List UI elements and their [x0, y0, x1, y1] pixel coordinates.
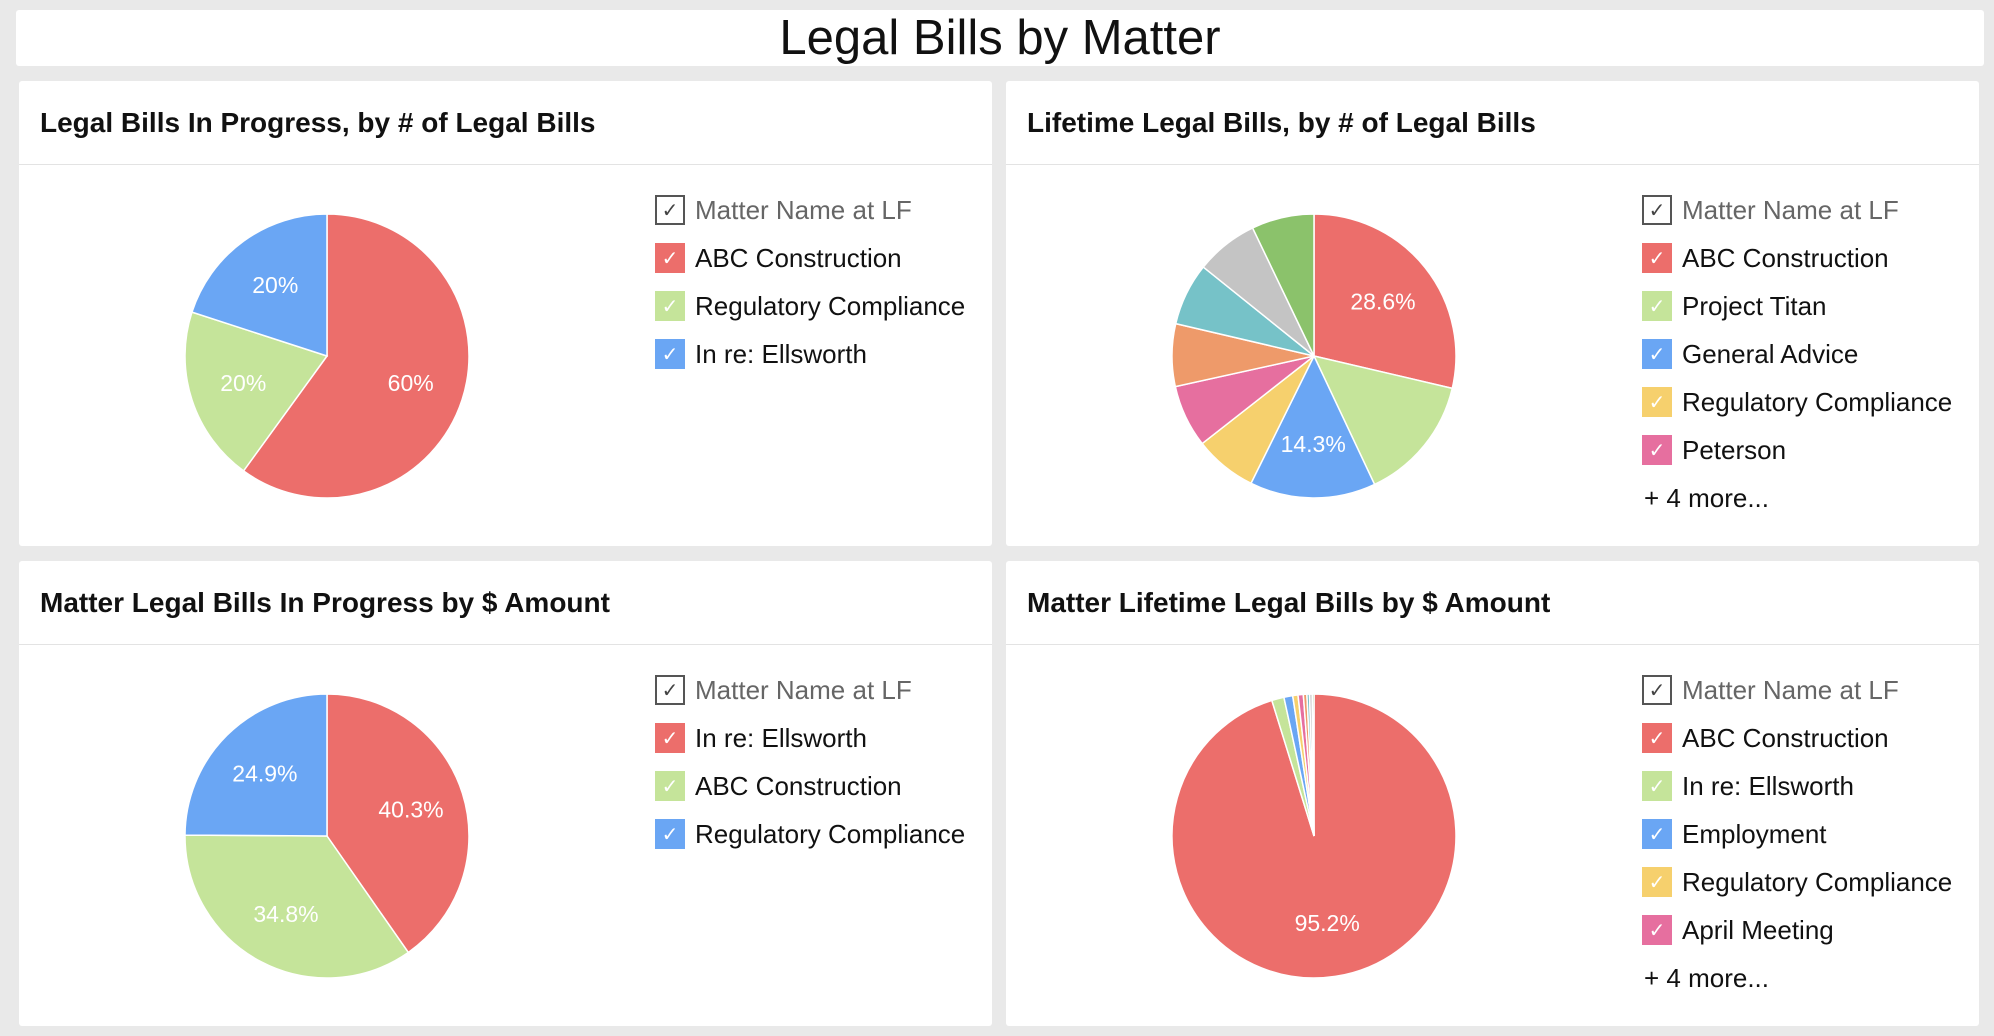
legend-item-in-re-ellsworth[interactable]: ✓ In re: Ellsworth	[1642, 762, 1952, 810]
legend-item-regulatory-compliance[interactable]: ✓ Regulatory Compliance	[1642, 378, 1952, 426]
legend-item-abc-construction[interactable]: ✓ ABC Construction	[1642, 234, 1952, 282]
checkbox-icon[interactable]: ✓	[1642, 387, 1672, 417]
legend-item-employment[interactable]: ✓ Employment	[1642, 810, 1952, 858]
slice-data-label: 24.9%	[232, 761, 297, 787]
checkbox-icon[interactable]: ✓	[655, 243, 685, 273]
legend-item-label: ABC Construction	[1682, 242, 1889, 273]
checkbox-icon[interactable]: ✓	[1642, 675, 1672, 705]
legend: ✓ Matter Name at LF ✓ ABC Construction ✓ Regu…	[655, 186, 965, 378]
legend-more-link[interactable]: + 4 more...	[1644, 962, 1769, 993]
checkbox-icon[interactable]: ✓	[1642, 819, 1672, 849]
legend-item-label: Regulatory Compliance	[1682, 386, 1953, 417]
legend-item-project-titan[interactable]: ✓ Project Titan	[1642, 282, 1952, 330]
legend-item-abc-construction[interactable]: ✓ ABC Construction	[655, 234, 965, 282]
panel-title: Matter Lifetime Legal Bills by $ Amount	[1006, 561, 1979, 645]
legend-item-abc-construction[interactable]: ✓ ABC Construction	[655, 762, 965, 810]
slice-data-label: 20%	[220, 370, 266, 396]
pie-slice-project-titan[interactable]	[1312, 354, 1454, 486]
slice-data-label: 14.3%	[1281, 431, 1346, 457]
legend-item-label: Employment	[1682, 818, 1827, 849]
legend-header[interactable]: ✓ Matter Name at LF	[1642, 666, 1952, 714]
panel-title: Lifetime Legal Bills, by # of Legal Bill…	[1006, 81, 1979, 165]
checkbox-icon[interactable]: ✓	[655, 195, 685, 225]
legend-item-regulatory-compliance[interactable]: ✓ Regulatory Compliance	[655, 282, 965, 330]
legend-header-label: Matter Name at LF	[1682, 674, 1899, 705]
legend-item-in-re-ellsworth[interactable]: ✓ In re: Ellsworth	[655, 714, 965, 762]
checkbox-icon[interactable]: ✓	[655, 771, 685, 801]
checkbox-icon[interactable]: ✓	[1642, 243, 1672, 273]
legend: ✓ Matter Name at LF ✓ ABC Construction ✓ Proj…	[1642, 186, 1952, 522]
legend-item-label: Project Titan	[1682, 290, 1827, 321]
pie-slice-regulatory-compliance[interactable]	[184, 311, 329, 472]
panel-in-progress-count: Legal Bills In Progress, by # of Legal B…	[19, 81, 992, 546]
legend-header-label: Matter Name at LF	[695, 674, 912, 705]
panel-title: Matter Legal Bills In Progress by $ Amou…	[19, 561, 992, 645]
legend-item-label: Peterson	[1682, 434, 1787, 465]
pie-chart: 60% 20% 20%	[184, 213, 470, 499]
pie-slice-abc-construction[interactable]	[242, 213, 470, 499]
legend-item-label: April Meeting	[1682, 914, 1834, 945]
panel-title: Legal Bills In Progress, by # of Legal B…	[19, 81, 992, 165]
checkbox-icon[interactable]: ✓	[655, 291, 685, 321]
checkbox-icon[interactable]: ✓	[1642, 339, 1672, 369]
pie-slice-other-4[interactable]	[1251, 213, 1315, 357]
legend-header-label: Matter Name at LF	[1682, 194, 1899, 225]
slice-data-label: 60%	[388, 370, 434, 396]
legend-item-peterson[interactable]: ✓ Peterson	[1642, 426, 1952, 474]
legend-item-general-advice[interactable]: ✓ General Advice	[1642, 330, 1952, 378]
legend-item-label: ABC Construction	[695, 770, 902, 801]
checkbox-icon[interactable]: ✓	[655, 723, 685, 753]
pie-chart: 28.6% 14.3%	[1171, 213, 1457, 499]
checkbox-icon[interactable]: ✓	[655, 339, 685, 369]
checkbox-icon[interactable]: ✓	[1642, 867, 1672, 897]
checkbox-icon[interactable]: ✓	[1642, 915, 1672, 945]
slice-data-label: 20%	[252, 272, 298, 298]
legend-header[interactable]: ✓ Matter Name at LF	[1642, 186, 1952, 234]
legend-item-regulatory-compliance[interactable]: ✓ Regulatory Compliance	[1642, 858, 1952, 906]
pie-slice-regulatory-compliance[interactable]	[184, 693, 328, 837]
legend-item-label: In re: Ellsworth	[695, 722, 867, 753]
pie-chart: 40.3% 34.8% 24.9%	[184, 693, 470, 979]
legend-item-label: Regulatory Compliance	[695, 290, 966, 321]
panel-lifetime-amount: Matter Lifetime Legal Bills by $ Amount …	[1006, 561, 1979, 1026]
checkbox-icon[interactable]: ✓	[1642, 291, 1672, 321]
legend-item-label: ABC Construction	[695, 242, 902, 273]
legend-header[interactable]: ✓ Matter Name at LF	[655, 666, 965, 714]
pie-chart: 95.2%	[1171, 693, 1457, 979]
legend-item-label: ABC Construction	[1682, 722, 1889, 753]
pie-slice-in-re-ellsworth[interactable]	[191, 213, 328, 358]
legend-item-label: In re: Ellsworth	[695, 338, 867, 369]
legend-header[interactable]: ✓ Matter Name at LF	[655, 186, 965, 234]
legend-item-label: Regulatory Compliance	[1682, 866, 1953, 897]
legend-item-april-meeting[interactable]: ✓ April Meeting	[1642, 906, 1952, 954]
pie-slice-abc-construction[interactable]	[1313, 213, 1457, 390]
checkbox-icon[interactable]: ✓	[655, 819, 685, 849]
legend-item-regulatory-compliance[interactable]: ✓ Regulatory Compliance	[655, 810, 965, 858]
pie-slice-in-re-ellsworth[interactable]	[326, 693, 470, 954]
panel-lifetime-count: Lifetime Legal Bills, by # of Legal Bill…	[1006, 81, 1979, 546]
legend-item-abc-construction[interactable]: ✓ ABC Construction	[1642, 714, 1952, 762]
pie-slice-other-4[interactable]	[1311, 693, 1315, 837]
legend: ✓ Matter Name at LF ✓ ABC Construction ✓ In r…	[1642, 666, 1952, 1002]
checkbox-icon[interactable]: ✓	[1642, 771, 1672, 801]
legend-item-label: General Advice	[1682, 338, 1859, 369]
legend-item-in-re-ellsworth[interactable]: ✓ In re: Ellsworth	[655, 330, 965, 378]
legend: ✓ Matter Name at LF ✓ In re: Ellsworth ✓ ABC …	[655, 666, 965, 858]
checkbox-icon[interactable]: ✓	[655, 675, 685, 705]
slice-data-label: 95.2%	[1295, 910, 1360, 936]
panel-in-progress-amount: Matter Legal Bills In Progress by $ Amou…	[19, 561, 992, 1026]
pie-slice-abc-construction[interactable]	[184, 834, 410, 979]
legend-more-link[interactable]: + 4 more...	[1644, 482, 1769, 513]
checkbox-icon[interactable]: ✓	[1642, 435, 1672, 465]
legend-header-label: Matter Name at LF	[695, 194, 912, 225]
pie-slice-general-advice[interactable]	[1250, 354, 1376, 499]
dashboard-title: Legal Bills by Matter	[16, 10, 1984, 66]
slice-data-label: 40.3%	[378, 797, 443, 823]
checkbox-icon[interactable]: ✓	[1642, 195, 1672, 225]
legend-item-label: In re: Ellsworth	[1682, 770, 1854, 801]
checkbox-icon[interactable]: ✓	[1642, 723, 1672, 753]
legend-item-label: Regulatory Compliance	[695, 818, 966, 849]
slice-data-label: 34.8%	[253, 901, 318, 927]
slice-data-label: 28.6%	[1350, 288, 1415, 314]
